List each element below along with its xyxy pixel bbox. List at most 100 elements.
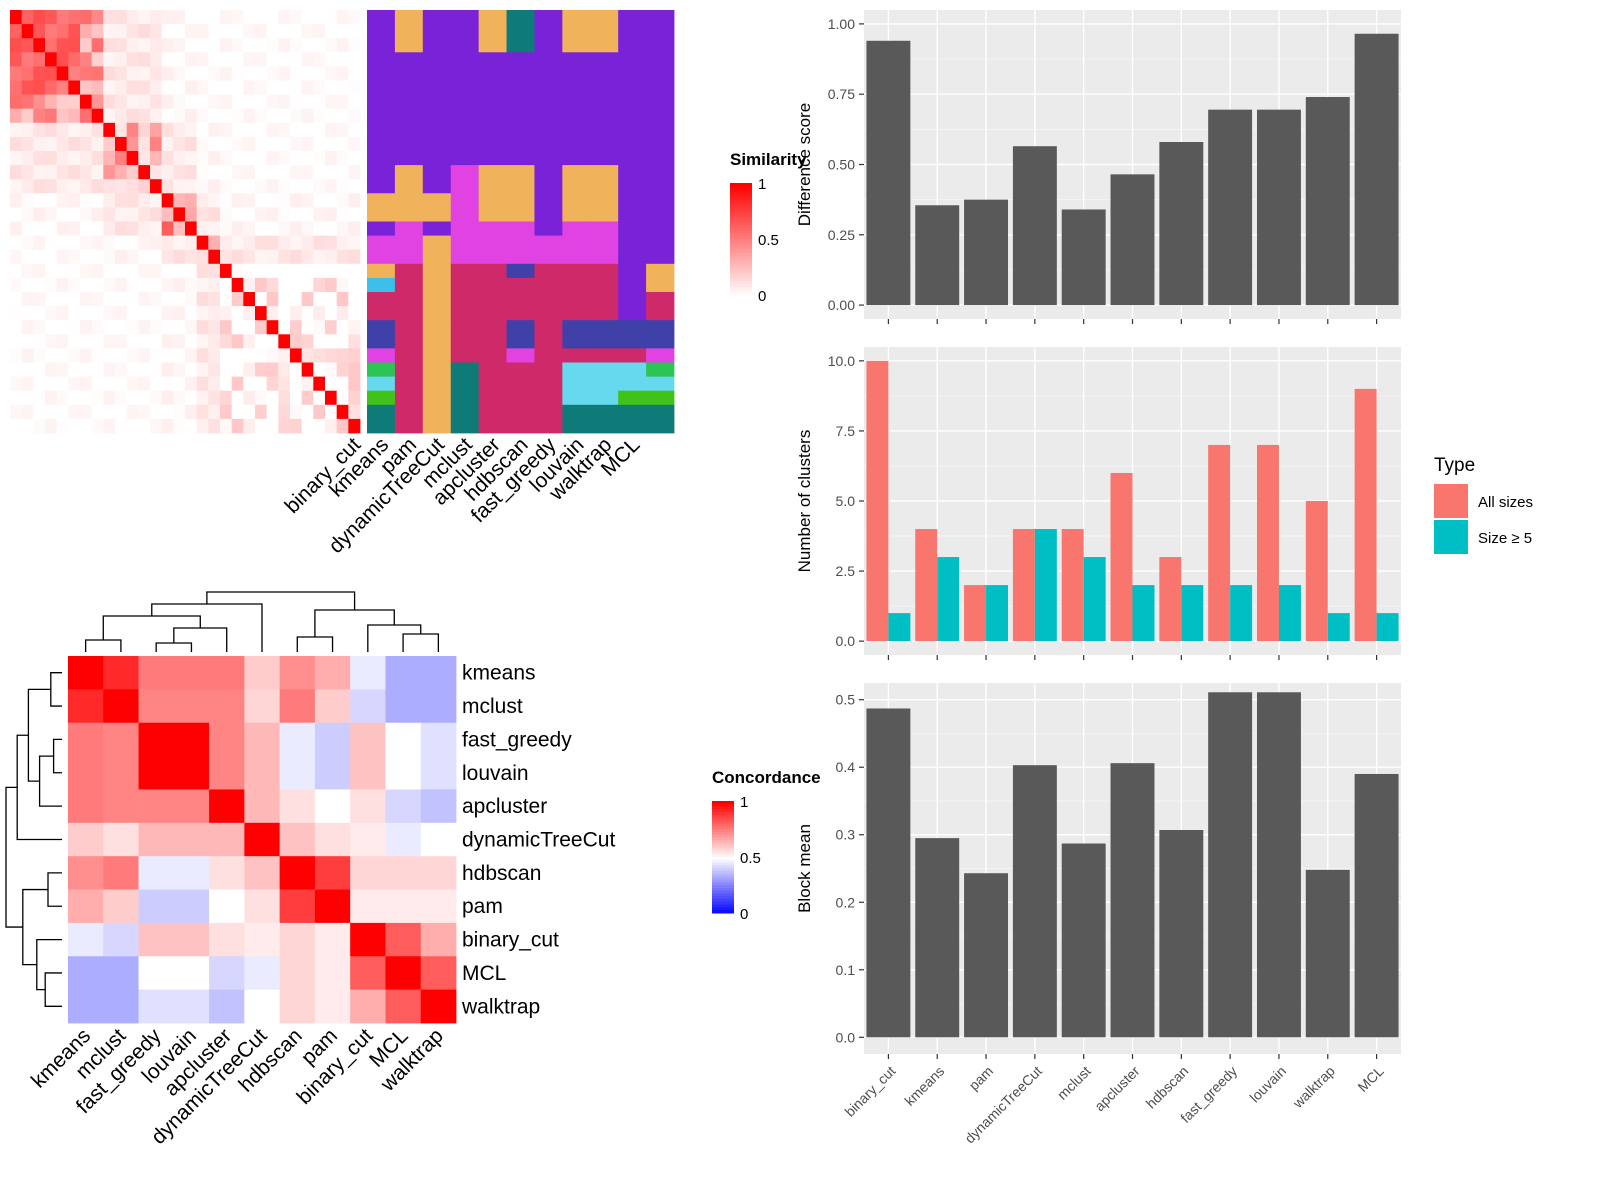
row-label: walktrap [461, 995, 540, 1018]
membership-cell [450, 151, 480, 166]
membership-cell [422, 52, 452, 67]
similarity-cell [126, 418, 139, 434]
membership-cell [450, 207, 480, 222]
membership-cell [450, 277, 480, 293]
similarity-cell [220, 263, 233, 279]
similarity-cell [150, 376, 163, 392]
similarity-cell [45, 320, 58, 335]
similarity-cell [196, 404, 209, 420]
concordance-cell [68, 689, 104, 724]
membership-cell [478, 10, 507, 25]
similarity-cell [336, 207, 349, 222]
similarity-cell [10, 404, 23, 420]
concordance-cell [350, 956, 386, 991]
similarity-cell [290, 334, 303, 349]
similarity-cell [348, 235, 361, 251]
similarity-cell [68, 193, 81, 208]
similarity-cell [115, 94, 128, 110]
similarity-cell [301, 207, 314, 222]
similarity-cell [220, 235, 233, 251]
legend-color-step [712, 840, 734, 844]
membership-cell [422, 122, 452, 138]
membership-cell [590, 362, 619, 377]
legend-color-step [712, 893, 734, 897]
concordance-cell [68, 656, 104, 690]
similarity-cell [126, 221, 139, 236]
similarity-cell [243, 80, 256, 95]
membership-cell [478, 24, 507, 39]
similarity-cell [91, 235, 104, 251]
x-tick-label: kmeans [901, 1063, 947, 1109]
concordance-cell [173, 956, 210, 991]
concordance-cell [138, 722, 175, 757]
membership-cell [646, 165, 675, 180]
x-tick-label: louvain [1246, 1063, 1289, 1106]
similarity-cell [313, 221, 326, 236]
similarity-cell [266, 320, 279, 335]
similarity-cell [173, 390, 186, 406]
similarity-cell [45, 38, 58, 53]
legend-color-step [712, 812, 734, 816]
similarity-cell [255, 136, 268, 152]
membership-cell [534, 38, 563, 53]
similarity-cell [91, 292, 104, 307]
similarity-cell [336, 404, 349, 420]
similarity-cell [208, 376, 221, 392]
similarity-cell [255, 334, 268, 349]
membership-cell [394, 306, 424, 321]
similarity-cell [115, 165, 128, 180]
similarity-cell [103, 38, 116, 53]
bar-all-sizes [1061, 529, 1084, 642]
similarity-cell [10, 66, 23, 81]
concordance-cell [138, 889, 175, 924]
similarity-cell [173, 334, 186, 349]
similarity-cell [348, 348, 361, 363]
membership-cell [506, 306, 535, 321]
similarity-cell [68, 66, 81, 81]
similarity-cell [348, 292, 361, 307]
similarity-cell [33, 10, 46, 25]
similarity-cell [33, 249, 46, 265]
similarity-cell [196, 348, 209, 363]
similarity-cell [208, 179, 221, 194]
similarity-cell [91, 80, 104, 95]
similarity-cell [150, 263, 163, 279]
similarity-cell [336, 235, 349, 251]
similarity-cell [255, 151, 268, 166]
similarity-cell [173, 221, 186, 236]
similarity-cell [10, 362, 23, 377]
similarity-cell [150, 165, 163, 180]
bar [1305, 869, 1350, 1038]
similarity-cell [173, 404, 186, 420]
membership-cell [618, 334, 647, 349]
similarity-cell [196, 52, 209, 67]
similarity-cell [325, 165, 338, 180]
similarity-cell [278, 52, 291, 67]
similarity-cell [10, 390, 23, 406]
similarity-cell [91, 348, 104, 363]
similarity-cell [290, 108, 303, 124]
membership-cell [367, 235, 396, 251]
similarity-cell [138, 263, 151, 279]
similarity-cell [208, 165, 221, 180]
similarity-cell [68, 165, 81, 180]
similarity-cell [220, 334, 233, 349]
membership-cell [506, 10, 535, 25]
concordance-cell [420, 922, 457, 957]
membership-cell [450, 122, 480, 138]
similarity-cell [80, 348, 93, 363]
similarity-cell [68, 334, 81, 349]
bar-all-sizes [1256, 444, 1279, 642]
legend-swatch [1434, 520, 1468, 554]
similarity-cell [220, 207, 233, 222]
similarity-cell [33, 362, 46, 377]
legend-color-step [712, 857, 734, 861]
similarity-cell [161, 390, 174, 406]
similarity-cell [348, 263, 361, 279]
concordance-cell [209, 889, 245, 924]
top-dendrogram-branch [84, 639, 122, 652]
membership-cell [394, 179, 424, 194]
similarity-cell [150, 52, 163, 67]
